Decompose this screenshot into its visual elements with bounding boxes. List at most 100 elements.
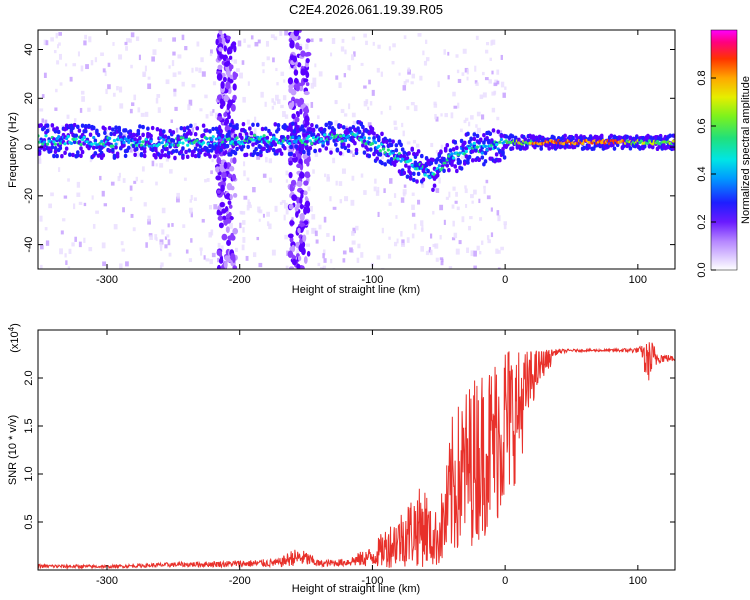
- noise-band-mark: [299, 213, 305, 221]
- speckle-mark: [154, 234, 158, 240]
- noise-band-mark: [221, 37, 226, 43]
- speckle-mark: [440, 144, 444, 149]
- speckle-mark: [485, 179, 489, 184]
- noise-band-mark: [303, 206, 308, 215]
- ridge-halo-mark: [93, 138, 98, 143]
- ridge-halo-mark: [255, 122, 260, 128]
- speckle-mark: [147, 215, 151, 222]
- speckle-mark: [496, 80, 500, 85]
- speckle-mark: [283, 202, 288, 209]
- speckle-mark: [245, 255, 249, 261]
- speckle-mark: [144, 111, 149, 117]
- ridge-core-mark: [138, 140, 142, 144]
- ridge-core-mark: [63, 142, 67, 146]
- ridge-core-mark: [108, 136, 112, 141]
- speckle-mark: [128, 38, 132, 43]
- speckle-mark: [182, 152, 187, 157]
- speckle-mark: [486, 195, 491, 200]
- ridge-halo-mark: [72, 139, 77, 145]
- speckle-mark: [239, 210, 243, 215]
- speckle-mark: [159, 241, 163, 248]
- ridge-halo-mark: [214, 126, 219, 131]
- ridge-halo-mark: [435, 173, 440, 178]
- noise-band-mark: [300, 193, 304, 199]
- speckle-mark: [381, 154, 385, 160]
- speckle-mark: [459, 128, 463, 133]
- ridge-halo-mark: [491, 128, 496, 133]
- speckle-mark: [351, 240, 356, 245]
- y-tick-label: -20: [23, 188, 35, 204]
- speckle-mark: [389, 178, 393, 184]
- colorbar-tick-label: 0.0: [696, 262, 708, 277]
- speckle-mark: [422, 50, 425, 56]
- ridge-halo-mark: [235, 125, 239, 131]
- speckle-mark: [196, 41, 200, 47]
- speckle-mark: [311, 227, 315, 234]
- ridge-halo-mark: [443, 148, 448, 153]
- speckle-mark: [286, 144, 291, 151]
- speckle-mark: [40, 264, 43, 269]
- ridge-halo-mark: [453, 164, 458, 169]
- speckle-mark: [481, 114, 485, 120]
- ridge-core-mark: [399, 159, 403, 163]
- ridge-halo-mark: [483, 159, 488, 164]
- speckle-mark: [45, 240, 50, 246]
- ridge-halo-mark: [408, 171, 413, 176]
- speckle-mark: [350, 199, 355, 206]
- speckle-mark: [132, 227, 136, 232]
- speckle-mark: [349, 247, 353, 253]
- speckle-mark: [493, 130, 497, 134]
- ridge-halo-mark: [389, 156, 394, 162]
- speckle-mark: [172, 51, 176, 56]
- noise-band-mark: [229, 165, 235, 172]
- ridge-core-mark: [338, 134, 343, 138]
- speckle-mark: [322, 253, 325, 259]
- speckle-mark: [125, 46, 128, 51]
- ridge-core-mark: [178, 140, 182, 145]
- ridge-halo-mark: [214, 149, 219, 155]
- ridge-halo-mark: [415, 179, 419, 184]
- ridge-core-mark: [144, 137, 148, 141]
- speckle-mark: [490, 232, 494, 238]
- speckle-mark: [367, 106, 370, 111]
- speckle-mark: [243, 38, 246, 43]
- ridge-core-mark: [340, 139, 344, 143]
- ridge-halo-mark: [455, 145, 459, 151]
- ridge-halo-mark: [338, 123, 343, 129]
- speckle-mark: [352, 153, 355, 157]
- speckle-mark: [468, 121, 471, 127]
- speckle-mark: [493, 82, 498, 87]
- speckle-mark: [440, 261, 444, 266]
- ridge-halo-mark: [466, 131, 470, 137]
- speckle-mark: [377, 44, 381, 49]
- speckle-mark: [156, 94, 161, 98]
- ridge-halo-mark: [472, 136, 477, 142]
- ridge-halo-mark: [308, 145, 313, 151]
- speckle-mark: [415, 143, 420, 148]
- speckle-mark: [469, 216, 473, 220]
- speckle-mark: [124, 41, 128, 46]
- noise-band-mark: [223, 61, 230, 67]
- noise-band-mark: [288, 160, 293, 166]
- noise-band-mark: [298, 97, 305, 105]
- speckle-mark: [474, 65, 477, 72]
- ridge-halo-mark: [107, 148, 112, 154]
- speckle-mark: [373, 186, 377, 192]
- x-tick-label: -100: [361, 575, 383, 587]
- noise-band-mark: [298, 46, 303, 51]
- speckle-mark: [235, 247, 238, 252]
- speckle-mark: [193, 123, 197, 128]
- speckle-mark: [448, 266, 453, 269]
- ridge-halo-mark: [431, 157, 435, 163]
- y-tick-label: -40: [23, 237, 35, 253]
- speckle-mark: [411, 233, 415, 239]
- speckle-mark: [248, 204, 252, 209]
- ridge-halo-mark: [276, 123, 281, 128]
- ridge-core-mark: [329, 136, 333, 140]
- ridge-halo-mark: [289, 151, 294, 156]
- noise-band-mark: [217, 64, 223, 70]
- speckle-mark: [342, 258, 346, 263]
- ridge-halo-mark: [79, 153, 83, 159]
- ridge-halo-mark: [326, 139, 330, 144]
- speckle-mark: [306, 230, 309, 235]
